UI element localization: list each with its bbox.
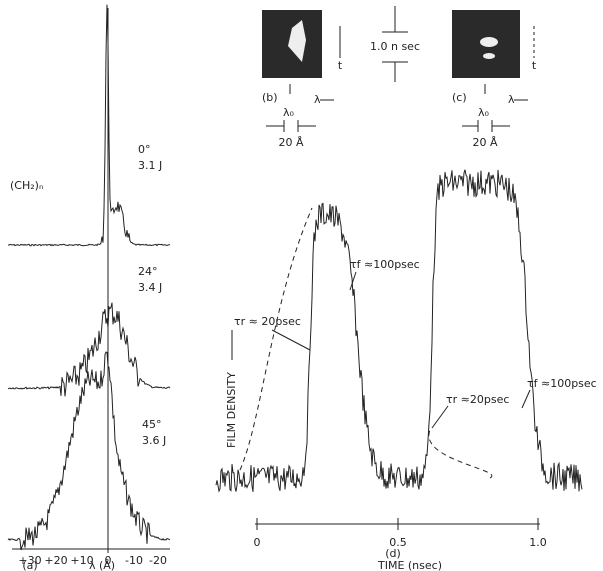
tick-label: -10	[125, 554, 143, 567]
compound: (CH₂)ₙ	[10, 179, 43, 192]
lambda: λ	[508, 93, 515, 106]
annotation: τr ≈20psec	[446, 393, 509, 406]
angle: 0°	[138, 143, 151, 156]
spectrum	[8, 352, 170, 550]
scale: 20 Å	[278, 136, 303, 149]
time-scale: 1.0 n sec	[370, 40, 420, 53]
energy: 3.6 J	[142, 434, 166, 447]
lambda: λ	[314, 93, 321, 106]
streak-spot	[483, 53, 495, 59]
density-trace	[216, 170, 582, 492]
leader	[432, 406, 448, 428]
energy: 3.4 J	[138, 281, 162, 294]
figure: (CH₂)ₙ 0° 3.1 J 24° 3.4 J 45° 3.6 J +30 …	[0, 0, 603, 571]
dashed-curve	[429, 430, 492, 478]
streak-spot	[480, 37, 498, 47]
panel-label: (b)	[262, 91, 278, 104]
dashed-curve	[240, 208, 312, 470]
tick-label: 0	[254, 536, 261, 549]
annotation: τf ≈100psec	[350, 258, 420, 271]
leader	[522, 390, 530, 408]
annotation: τr ≈ 20psec	[234, 315, 301, 328]
tick-label: +20	[44, 554, 67, 567]
lambda0: λ₀	[478, 106, 490, 119]
angle: 24°	[138, 265, 158, 278]
annotation: τf ≈100psec	[527, 377, 597, 390]
lambda0: λ₀	[283, 106, 295, 119]
panel-label: (a)	[22, 559, 37, 571]
time: t	[532, 59, 537, 72]
scale: 20 Å	[472, 136, 497, 149]
energy: 3.1 J	[138, 159, 162, 172]
panel-label: (c)	[452, 91, 467, 104]
tick-label: -20	[149, 554, 167, 567]
angle: 45°	[142, 418, 162, 431]
spectrum	[8, 5, 170, 246]
y-label: FILM DENSITY	[225, 372, 238, 448]
leader	[272, 330, 310, 350]
time: t	[338, 59, 343, 72]
axis-label: λ (Å)	[89, 559, 115, 571]
x-label: TIME (nsec)	[377, 559, 442, 571]
tick-label: 1.0	[529, 536, 547, 549]
